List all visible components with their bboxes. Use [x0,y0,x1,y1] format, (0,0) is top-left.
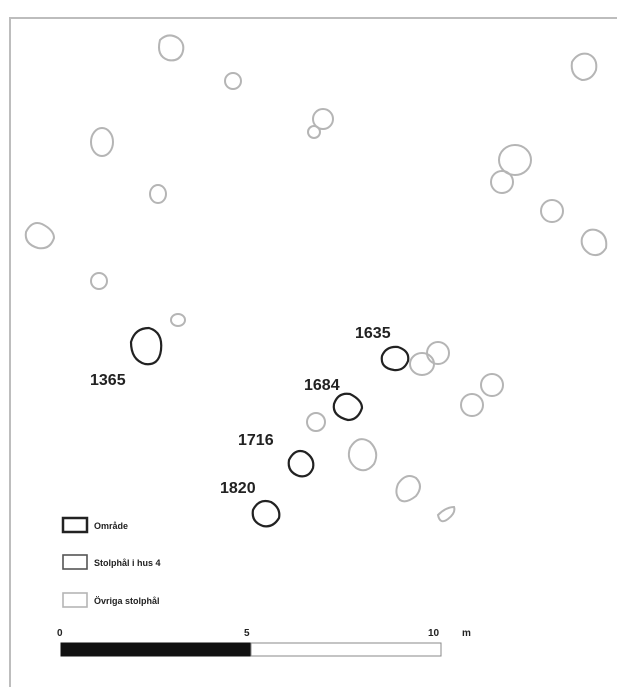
posthole-other [306,412,326,432]
map-frame-border [9,17,617,687]
posthole-1820 [251,499,281,528]
legend-swatch-house4 [62,554,88,570]
legend-label-other: Övriga stolphål [94,596,160,606]
scale-tick-5: 5 [244,628,250,639]
posthole-other [395,475,421,503]
house4-postholes [129,326,410,528]
scale-bar: 0 5 10 m [57,628,471,657]
posthole-other [460,393,484,417]
label-1684: 1684 [304,377,340,394]
posthole-other [498,144,532,176]
posthole-1635 [380,345,410,372]
scale-tick-10: 10 [428,628,440,639]
posthole-other [149,184,167,204]
scale-bar-black-segment [60,642,252,657]
scale-bar-white-segment [250,642,442,657]
posthole-other [490,170,514,194]
posthole-1365 [129,326,163,366]
posthole-other [570,52,598,82]
posthole-other [480,373,504,397]
legend-swatch-area [61,516,89,534]
posthole-other [540,199,564,223]
scale-tick-0: 0 [57,628,63,639]
legend-swatch-other [62,592,88,608]
posthole-other [170,313,186,327]
posthole-1684 [332,392,364,422]
posthole-other [307,125,321,139]
posthole-other [312,108,334,130]
posthole-other [426,341,450,365]
legend-label-house4: Stolphål i hus 4 [94,558,161,568]
label-1365: 1365 [90,372,126,389]
posthole-other [158,34,185,62]
scale-unit: m [462,628,471,639]
label-1716: 1716 [238,432,274,449]
posthole-other [347,438,378,472]
other-postholes [24,34,608,523]
posthole-other [409,352,435,376]
posthole-other [436,505,456,523]
legend-label-area: Område [94,521,128,531]
posthole-other [90,272,108,290]
label-1820: 1820 [220,480,256,497]
legend: Område Stolphål i hus 4 Övriga stolphål [61,516,161,608]
posthole-other [90,127,114,157]
posthole-other [224,72,242,90]
label-1635: 1635 [355,325,391,342]
posthole-1716 [287,449,315,478]
feature-labels: 1635 1684 1716 1820 1365 [90,325,391,497]
posthole-other [580,228,608,257]
posthole-other [24,222,56,250]
